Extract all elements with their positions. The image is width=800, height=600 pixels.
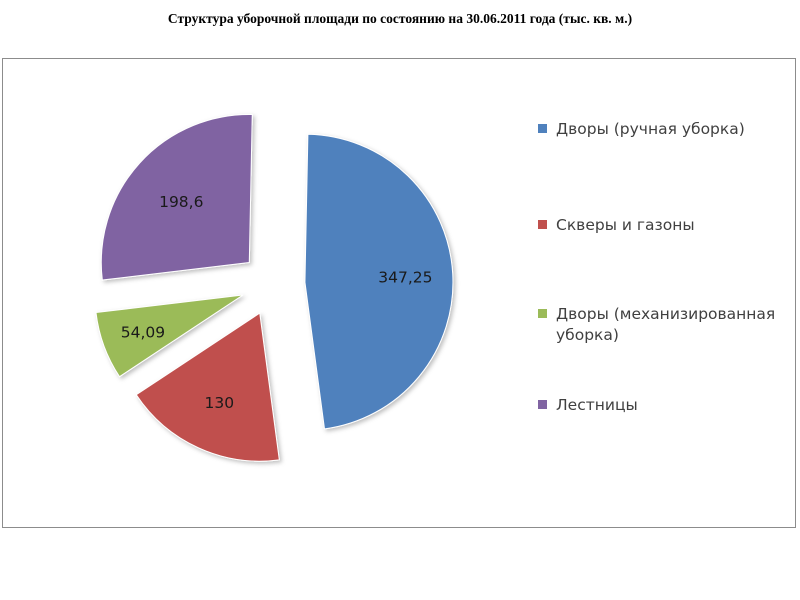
slice-data-label: 130 bbox=[204, 394, 234, 412]
legend-item: Лестницы bbox=[538, 395, 776, 416]
chart-area: 347,25 130 54,09 198,6 Дворы (ручная уборка… bbox=[2, 58, 796, 528]
pie-slice bbox=[100, 114, 253, 281]
legend-swatch bbox=[538, 400, 547, 409]
legend-swatch bbox=[538, 220, 547, 229]
legend-swatch bbox=[538, 124, 547, 133]
pie-slice bbox=[304, 133, 454, 430]
legend-swatch bbox=[538, 309, 547, 318]
pie-slice bbox=[95, 294, 244, 378]
slice-data-label: 54,09 bbox=[121, 324, 165, 342]
legend-label: Лестницы bbox=[556, 396, 638, 414]
legend-item: Дворы (механизированная уборка) bbox=[538, 304, 776, 346]
slice-data-label: 347,25 bbox=[378, 269, 432, 287]
slice-data-label: 198,6 bbox=[159, 193, 203, 211]
legend-item: Дворы (ручная уборка) bbox=[538, 119, 776, 140]
legend-item: Скверы и газоны bbox=[538, 215, 776, 236]
pie-chart: 347,25 130 54,09 198,6 bbox=[95, 114, 454, 462]
legend-label: Дворы (механизированная уборка) bbox=[556, 305, 776, 344]
page-title: Структура уборочной площади по состоянию… bbox=[167, 11, 633, 26]
pie-slice bbox=[135, 312, 280, 462]
legend-label: Скверы и газоны bbox=[556, 216, 695, 234]
legend-label: Дворы (ручная уборка) bbox=[556, 120, 745, 138]
